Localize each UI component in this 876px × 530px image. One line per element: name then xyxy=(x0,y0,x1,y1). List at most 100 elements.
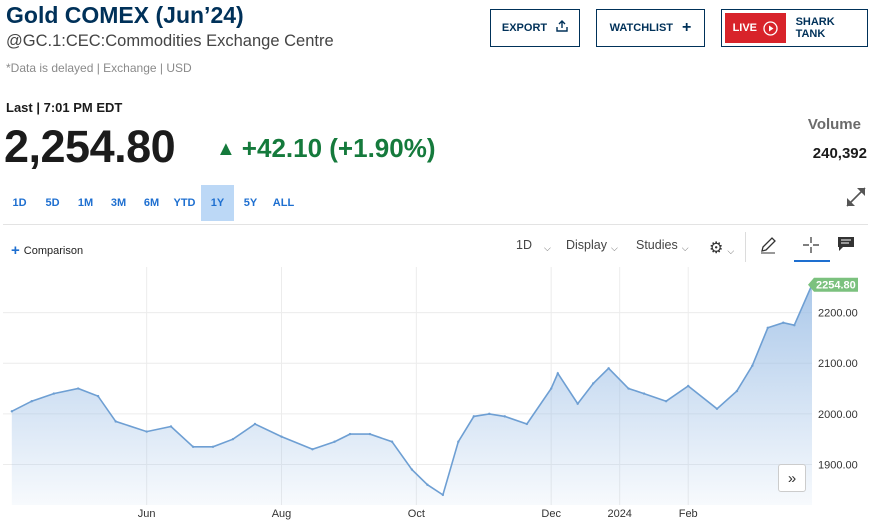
price-point xyxy=(793,324,796,327)
live-label: LIVE xyxy=(732,22,758,34)
range-5y[interactable]: 5Y xyxy=(243,197,258,209)
delay-note: *Data is delayed | Exchange | USD xyxy=(6,61,192,75)
live-badge: LIVE xyxy=(725,13,786,43)
price-point xyxy=(76,387,80,390)
last-price-tag-label: 2254.80 xyxy=(816,280,856,292)
interval-label: 1D xyxy=(516,238,532,252)
watchlist-label: WATCHLIST xyxy=(609,22,673,34)
last-price-tag xyxy=(808,277,858,292)
price-point xyxy=(191,445,195,448)
price-point xyxy=(782,321,785,324)
range-1m[interactable]: 1M xyxy=(77,197,94,209)
display-label: Display xyxy=(566,238,607,252)
last-trade-time: Last | 7:01 PM EDT xyxy=(6,100,123,115)
crosshair-icon xyxy=(803,237,819,253)
live-shark-tank-button[interactable]: LIVE SHARK TANK xyxy=(721,9,868,47)
range-6m[interactable]: 6M xyxy=(143,197,160,209)
price-point xyxy=(472,415,476,418)
range-1y[interactable]: 1Y xyxy=(201,185,234,221)
x-tick-label: 2024 xyxy=(607,508,631,520)
y-tick-label: 1900.00 xyxy=(818,459,858,471)
expand-icon[interactable] xyxy=(844,185,868,209)
price-point xyxy=(426,483,429,486)
share-icon xyxy=(556,19,568,37)
studies-label: Studies xyxy=(636,238,678,252)
price-area-fill xyxy=(11,284,813,505)
export-label: EXPORT xyxy=(501,22,548,34)
play-icon xyxy=(763,20,778,36)
crosshair-button[interactable] xyxy=(794,234,830,262)
y-tick-label: 2100.00 xyxy=(818,358,858,370)
price-point xyxy=(30,399,33,403)
price-point xyxy=(751,364,754,367)
price-change-value: +42.10 (+1.90%) xyxy=(241,133,436,163)
price-chart[interactable]: 1900.00 2000.00 2100.00 2200.00 Jun Aug Oct De… xyxy=(0,262,876,530)
price-point xyxy=(735,389,739,393)
price-point xyxy=(576,402,579,405)
price-point xyxy=(549,387,553,390)
plus-icon: + xyxy=(682,19,692,36)
price-point xyxy=(441,493,445,497)
range-5d[interactable]: 5D xyxy=(45,197,60,209)
price-change: ▲ +42.10 (+1.90%) xyxy=(216,133,436,164)
range-selector: 1D 5D 1M 3M 6M YTD 1Y 5Y ALL xyxy=(3,185,300,221)
price-point xyxy=(488,412,491,416)
volume-label: Volume xyxy=(807,116,861,133)
price-point xyxy=(627,387,630,390)
chevron-down-icon: ⌵ xyxy=(543,242,551,253)
price-point xyxy=(457,440,460,443)
chevron-down-icon: ⌵ xyxy=(611,242,618,253)
page-title: Gold COMEX (Jun’24) xyxy=(6,2,244,28)
draw-pencil-icon[interactable] xyxy=(759,236,777,259)
y-tick-label: 2200.00 xyxy=(818,308,858,320)
last-price: 2,254.80 xyxy=(4,121,176,172)
price-point xyxy=(52,392,56,395)
gear-icon: ⚙ xyxy=(709,240,724,257)
volume-value: 240,392 xyxy=(812,145,867,162)
price-point xyxy=(390,440,394,443)
export-button[interactable]: EXPORT xyxy=(490,9,580,47)
chevron-down-icon: ⌵ xyxy=(681,242,689,253)
price-point xyxy=(687,384,690,388)
settings-dropdown[interactable]: ⚙ ⌵ xyxy=(709,238,734,258)
studies-dropdown[interactable]: Studies ⌵ xyxy=(636,238,689,253)
price-point xyxy=(169,425,173,428)
scroll-forward-button[interactable]: » xyxy=(778,464,806,492)
price-point xyxy=(607,367,610,370)
comment-icon[interactable] xyxy=(837,236,855,257)
price-point xyxy=(556,372,560,375)
x-tick-label: Jun xyxy=(138,508,156,520)
price-point xyxy=(114,420,117,423)
price-point xyxy=(253,422,257,426)
chevron-down-icon: ⌵ xyxy=(727,245,735,256)
comparison-button[interactable]: + Comparison xyxy=(11,241,84,259)
up-arrow-icon: ▲ xyxy=(216,138,236,160)
range-3m[interactable]: 3M xyxy=(110,197,127,209)
x-tick-label: Dec xyxy=(541,508,561,520)
x-tick-label: Oct xyxy=(408,508,425,520)
price-point xyxy=(10,410,14,413)
watchlist-button[interactable]: WATCHLIST + xyxy=(596,9,705,47)
range-all[interactable]: ALL xyxy=(272,197,295,209)
y-tick-label: 2000.00 xyxy=(818,409,858,421)
price-point xyxy=(410,468,414,471)
interval-dropdown[interactable]: 1D ⌵ xyxy=(516,238,551,253)
price-point xyxy=(96,394,100,398)
price-point xyxy=(368,432,372,436)
price-point xyxy=(211,445,215,448)
display-dropdown[interactable]: Display ⌵ xyxy=(566,238,618,253)
x-tick-label: Aug xyxy=(272,508,292,520)
plus-icon: + xyxy=(11,242,20,259)
price-point xyxy=(231,437,235,441)
range-1d[interactable]: 1D xyxy=(12,197,27,209)
comparison-label: Comparison xyxy=(23,245,84,257)
x-tick-label: Feb xyxy=(679,508,698,520)
shark-tank-label: SHARK TANK xyxy=(795,16,835,40)
price-point xyxy=(145,430,148,433)
range-ytd[interactable]: YTD xyxy=(173,197,196,209)
price-point xyxy=(311,448,314,451)
price-point xyxy=(280,435,283,438)
price-line xyxy=(11,284,813,497)
price-point xyxy=(766,326,769,329)
price-point xyxy=(715,407,719,410)
